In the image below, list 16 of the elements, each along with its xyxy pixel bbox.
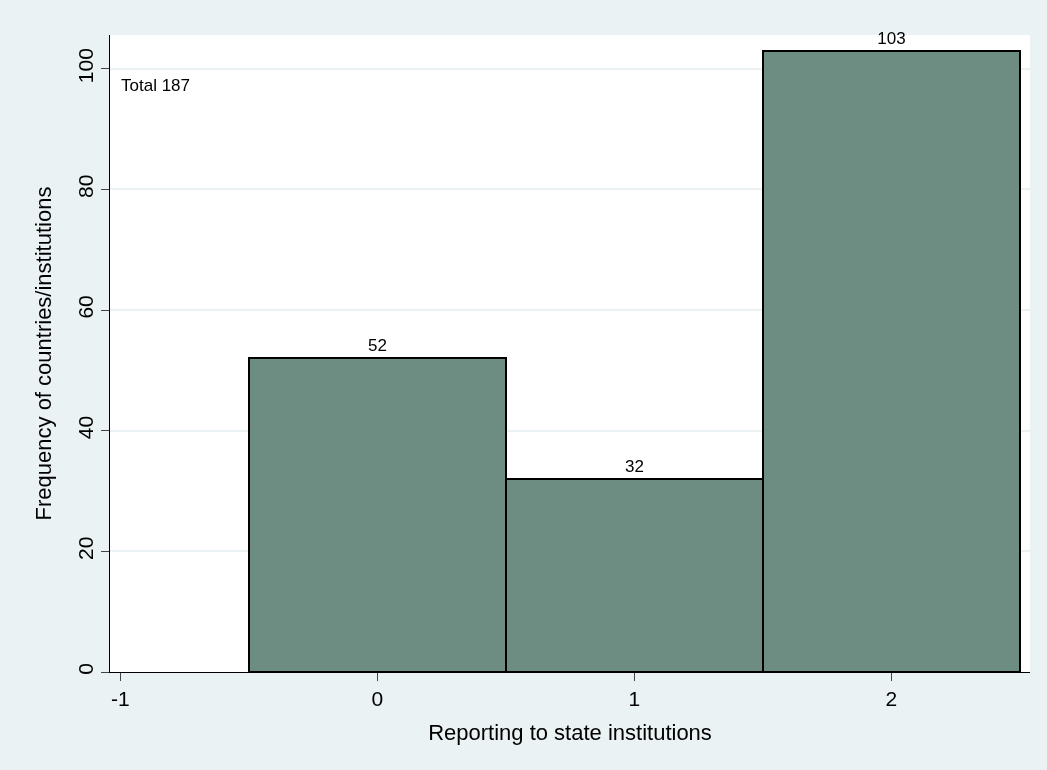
y-tick-label: 0 (73, 663, 97, 675)
y-axis-title: Frequency of countries/institutions (31, 186, 57, 521)
y-tick-label: 20 (73, 536, 97, 560)
x-tick-label: 2 (885, 687, 898, 711)
y-tick-label: 100 (73, 48, 97, 84)
x-tick-label: 1 (628, 687, 641, 711)
y-tick-label: 60 (73, 295, 97, 319)
y-tick-label: 80 (73, 174, 97, 198)
data-label: 103 (877, 29, 906, 48)
x-tick-label: 0 (371, 687, 384, 711)
data-label: 32 (625, 457, 644, 476)
y-tick-label: 40 (73, 415, 97, 440)
annotation: Total 187 (121, 76, 190, 95)
data-label: 52 (368, 336, 387, 355)
x-tick-label: -1 (110, 687, 130, 711)
x-axis-title: Reporting to state institutions (428, 720, 712, 746)
